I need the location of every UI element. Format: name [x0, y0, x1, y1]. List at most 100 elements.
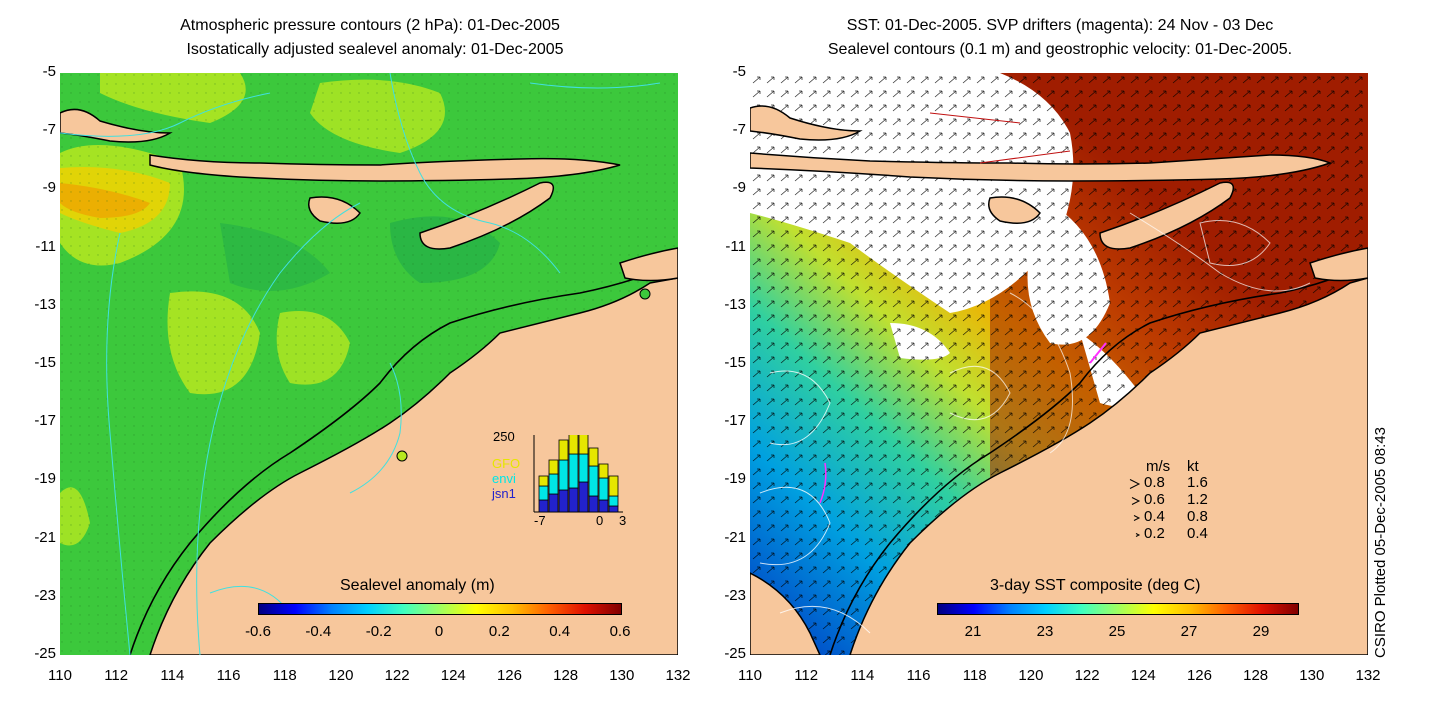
left-xtick-124: 124: [440, 667, 466, 684]
left-xtick-122: 122: [384, 667, 410, 684]
right-xtick-124: 124: [1130, 667, 1156, 684]
left-xtick-114: 114: [160, 667, 185, 684]
right-xtick-110: 110: [738, 667, 762, 684]
right-map: [750, 73, 1368, 655]
left-title-line2: Isostatically adjusted sealevel anomaly:…: [186, 41, 564, 58]
right-cbar-tick-23: 23: [1036, 623, 1054, 640]
right-cbar-tick-21: 21: [964, 623, 982, 640]
histogram-bar: [538, 499, 549, 513]
histogram-bar: [558, 459, 569, 491]
velocity-kt-2: 0.8: [1187, 508, 1208, 525]
histogram-bar: [548, 473, 559, 495]
left-ytick--13: -13: [34, 295, 56, 313]
velocity-ms-3: 0.2: [1144, 525, 1165, 542]
right-cbar-tick-29: 29: [1252, 623, 1270, 640]
left-xtick-120: 120: [328, 667, 354, 684]
histogram-bar: [598, 463, 609, 479]
histogram-bar: [598, 477, 609, 501]
right-ytick--15: -15: [724, 354, 746, 371]
left-ytick--19: -19: [34, 470, 56, 488]
right-xtick-130: 130: [1299, 667, 1325, 684]
histogram-bar: [568, 453, 579, 489]
left-ytick--9: -9: [42, 179, 56, 197]
right-xtick-116: 116: [906, 667, 931, 684]
histogram-bar: [558, 489, 569, 513]
right-xtick-118: 118: [962, 667, 987, 684]
velocity-ms-2: 0.4: [1144, 508, 1165, 525]
left-xtick-132: 132: [665, 667, 691, 684]
left-colorbar-title: Sealevel anomaly (m): [340, 577, 495, 594]
right-ytick--7: -7: [732, 121, 746, 139]
histogram: [533, 435, 623, 513]
left-xtick-128: 128: [553, 667, 579, 684]
left-ytick--17: -17: [34, 412, 56, 430]
right-xtick-128: 128: [1243, 667, 1269, 684]
left-ytick--21: -21: [34, 528, 56, 546]
right-ytick--5: -5: [732, 63, 746, 80]
left-ytick--15: -15: [34, 354, 56, 371]
left-cbar-tick--0.6: -0.6: [245, 623, 271, 640]
right-ytick--25: -25: [724, 645, 746, 662]
velocity-ms-0: 0.8: [1144, 474, 1165, 491]
right-ytick--21: -21: [724, 528, 746, 546]
right-xtick-112: 112: [794, 667, 819, 684]
histogram-legend-gfo: GFO: [492, 456, 521, 471]
left-xtick-126: 126: [496, 667, 522, 684]
right-ytick--9: -9: [732, 179, 746, 197]
histogram-bar: [548, 493, 559, 513]
left-ytick--23: -23: [34, 586, 56, 604]
left-ytick--25: -25: [34, 645, 56, 662]
right-cbar-tick-25: 25: [1108, 623, 1126, 640]
left-xtick-116: 116: [216, 667, 241, 684]
right-ytick--23: -23: [724, 586, 746, 604]
right-xtick-120: 120: [1018, 667, 1044, 684]
histogram-bar: [588, 465, 599, 497]
histogram-bar: [608, 505, 619, 513]
right-title-line1: SST: 01-Dec-2005. SVP drifters (magenta)…: [846, 17, 1274, 34]
left-cbar-tick-0.6: 0.6: [609, 623, 631, 640]
velocity-arrow-3: [1135, 533, 1141, 537]
velocity-arrow-2: [1133, 515, 1141, 521]
left-ytick--5: -5: [42, 63, 56, 80]
left-cbar-tick--0.4: -0.4: [305, 623, 332, 640]
velocity-legend-header-ms: m/s: [1146, 458, 1171, 475]
velocity-arrow-1: [1131, 497, 1141, 505]
right-cbar-tick-27: 27: [1180, 623, 1198, 640]
histogram-bar: [608, 495, 619, 507]
histogram-bar: [578, 435, 589, 455]
histogram-bar: [578, 481, 589, 513]
left-colorbar: [258, 603, 622, 615]
left-map: [60, 73, 678, 655]
left-xtick-118: 118: [272, 667, 297, 684]
credit-label: CSIRO Plotted 05-Dec-2005 08:43: [1372, 427, 1389, 658]
left-xtick-130: 130: [609, 667, 635, 684]
velocity-ms-1: 0.6: [1144, 491, 1165, 508]
right-ytick--17: -17: [724, 412, 746, 430]
right-xtick-126: 126: [1186, 667, 1212, 684]
right-title-line2: Sealevel contours (0.1 m) and geostrophi…: [827, 41, 1293, 58]
left-cbar-tick-0: 0: [434, 623, 444, 640]
left-title-line1: Atmospheric pressure contours (2 hPa): 0…: [180, 17, 560, 34]
histogram-bar: [548, 459, 559, 475]
velocity-kt-1: 1.2: [1187, 491, 1208, 508]
histogram-ymax-label: 250: [493, 429, 515, 444]
left-xtick-110: 110: [48, 667, 72, 684]
velocity-kt-0: 1.6: [1187, 474, 1208, 491]
right-ytick--13: -13: [724, 295, 746, 313]
velocity-kt-3: 0.4: [1187, 525, 1208, 542]
histogram-bar: [598, 499, 609, 513]
histogram-bar: [588, 447, 599, 467]
left-cbar-tick--0.2: -0.2: [365, 623, 392, 640]
histogram-bar: [568, 435, 579, 455]
right-xtick-132: 132: [1355, 667, 1381, 684]
right-colorbar-title: 3-day SST composite (deg C): [990, 577, 1201, 594]
histogram-xtick-left: -7: [534, 513, 546, 528]
left-cbar-tick-0.2: 0.2: [488, 623, 510, 640]
histogram-bar: [608, 475, 619, 497]
histogram-legend-jsn1: jsn1: [492, 486, 516, 501]
histogram-bar: [538, 485, 549, 501]
velocity-legend-header-kt: kt: [1187, 458, 1199, 475]
histogram-bar: [578, 453, 589, 483]
histogram-xtick-mid: 0: [596, 513, 604, 528]
right-ytick--19: -19: [724, 470, 746, 488]
